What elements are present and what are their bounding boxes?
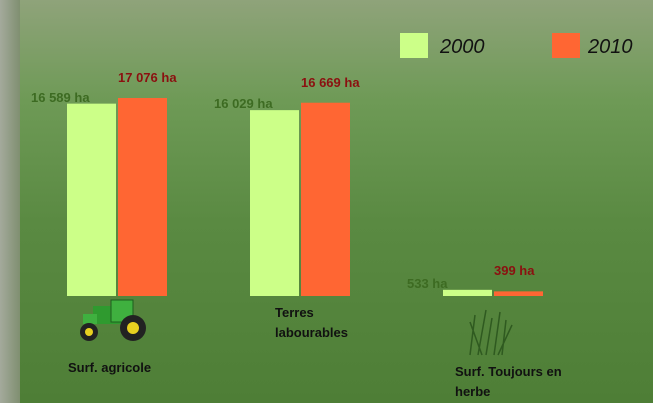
legend-swatch [552,33,580,58]
bar [301,103,350,296]
value-label: 399 ha [494,263,534,278]
bar [118,98,167,296]
value-label: 16 589 ha [31,90,90,105]
bar [250,110,299,296]
legend-swatch [400,33,428,58]
category-label: Terres labourables [275,303,375,343]
value-label: 16 669 ha [301,75,360,90]
legend-label: 2010 [588,36,633,59]
tractor-icon [80,300,146,341]
bar [67,104,116,296]
value-label: 533 ha [407,276,447,291]
category-label: Surf. agricole [68,358,208,378]
bar [443,290,492,296]
value-label: 16 029 ha [214,96,273,111]
bar [494,291,543,296]
chart: 16 589 ha 16 029 ha 533 ha 2000 17 076 ha 16 … [0,0,653,403]
legend-label: 2000 [440,36,485,59]
value-label: 17 076 ha [118,70,177,85]
grass-icon [470,310,512,355]
category-label: Surf. Toujours en herbe [455,362,575,402]
